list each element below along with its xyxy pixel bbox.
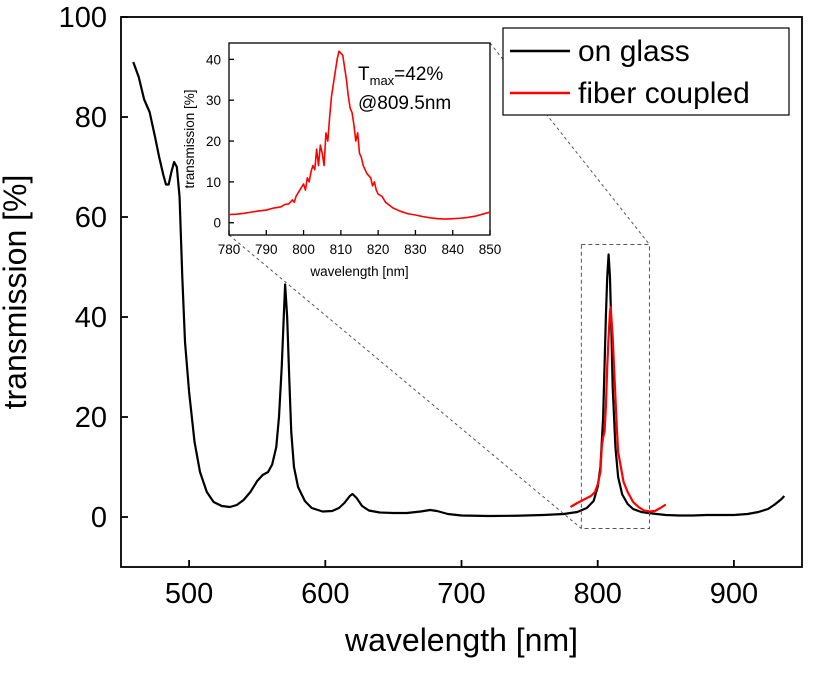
zoom-guide-line [228,234,582,529]
inset-x-tick-label: 820 [367,242,390,257]
annotation-wavelength: @809.5nm [358,93,451,114]
main-series-fiber-coupled [569,305,667,513]
legend-label-on-glass: on glass [578,35,690,68]
inset-x-axis-title: wavelength [nm] [309,264,408,279]
annotation-sub: max [370,73,395,88]
main-y-tick-label: 60 [75,202,107,234]
annotation-value: =42% [394,64,443,85]
main-y-tick-label: 0 [91,502,107,534]
main-x-tick-label: 500 [165,578,213,610]
main-y-tick-label: 80 [75,102,107,134]
inset-x-tick-label: 810 [330,242,353,257]
inset-series-fiber-coupled [229,50,490,220]
main-y-axis-title: transmission [%] [0,175,33,410]
inset-x-tick-label: 830 [404,242,427,257]
main-series-on-glass [132,61,786,518]
inset-y-tick-label: 40 [206,52,221,67]
zoom-box [580,244,650,529]
inset-plot-frame [228,42,491,236]
legend-box [502,27,790,116]
main-x-tick-label: 900 [710,578,758,610]
inset-x-tick-label: 790 [255,242,278,257]
inset-x-tick-label: 840 [441,242,464,257]
annotation-tmax: Tmax=42% [358,64,443,88]
inset-y-tick-label: 10 [206,175,221,190]
main-x-tick-label: 800 [574,578,622,610]
inset-x-tick-label: 780 [218,242,241,257]
inset-y-tick-label: 0 [213,216,221,231]
inset-y-tick-label: 20 [206,134,221,149]
main-x-tick-label: 600 [301,578,349,610]
main-y-tick-label: 40 [75,302,107,334]
inset-y-axis-title: transmission [%] [182,89,197,188]
main-x-tick-label: 700 [437,578,485,610]
legend: on glass fiber coupled [502,27,790,116]
inset-y-tick-label: 30 [206,93,221,108]
main-y-tick-label: 100 [59,2,107,34]
main-y-tick-label: 20 [75,402,107,434]
legend-label-fiber-coupled: fiber coupled [578,77,750,110]
peak-annotation: Tmax=42% @809.5nm [358,64,451,114]
inset-plot: 780 790 800 810 820 830 840 850 0 10 20 30 40 wavelen… [182,42,502,279]
inset-x-tick-label: 850 [479,242,502,257]
main-x-axis-title: wavelength [nm] [344,622,578,658]
annotation-t: T [358,64,370,85]
inset-x-tick-label: 800 [292,242,315,257]
